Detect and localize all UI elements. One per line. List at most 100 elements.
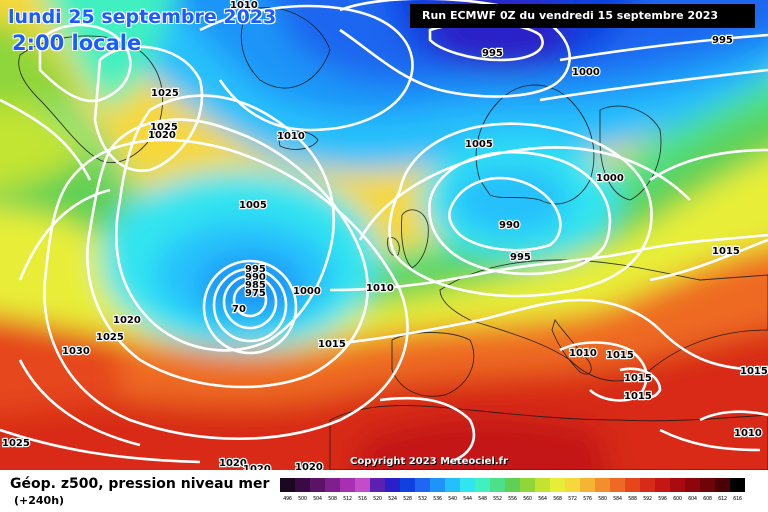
scale-step: 576 — [580, 478, 595, 506]
scale-step: 580 — [595, 478, 610, 506]
scale-label: 528 — [403, 496, 412, 502]
isobar-label: 1005 — [465, 139, 493, 150]
scale-swatch — [445, 478, 460, 492]
scale-swatch — [535, 478, 550, 492]
isobar-label: 1025 — [150, 122, 178, 133]
scale-step: 540 — [445, 478, 460, 506]
scale-swatch — [370, 478, 385, 492]
scale-step: 568 — [550, 478, 565, 506]
isobar-label: 1000 — [596, 173, 624, 184]
scale-swatch — [505, 478, 520, 492]
lead-time: (+240h) — [14, 494, 65, 507]
isobar-label: 1010 — [230, 0, 258, 11]
coastlines — [18, 6, 768, 470]
scale-swatch — [490, 478, 505, 492]
scale-label: 512 — [343, 496, 352, 502]
scale-swatch — [280, 478, 295, 492]
scale-label: 500 — [298, 496, 307, 502]
isobar-label: 1020 — [295, 462, 323, 470]
scale-label: 592 — [643, 496, 652, 502]
scale-label: 504 — [313, 496, 322, 502]
isobar-label: 1030 — [62, 346, 90, 357]
isobar-labels: 995 995 1000 1010 1025 1025 1020 1010 10… — [1, 0, 768, 470]
forecast-map: 995 995 1000 1010 1025 1025 1020 1010 10… — [0, 0, 768, 470]
scale-swatch — [655, 478, 670, 492]
isobar-lines — [0, 0, 768, 462]
isobar-label: 1010 — [366, 283, 394, 294]
scale-label: 564 — [538, 496, 547, 502]
scale-swatch — [475, 478, 490, 492]
scale-label: 520 — [373, 496, 382, 502]
scale-swatch — [415, 478, 430, 492]
scale-label: 532 — [418, 496, 427, 502]
scale-step: 496 — [280, 478, 295, 506]
scale-label: 608 — [703, 496, 712, 502]
scale-label: 516 — [358, 496, 367, 502]
scale-swatch — [340, 478, 355, 492]
isobar-label: 1020 — [243, 464, 271, 470]
color-scale: 496 500 504 508 512 516 520 524 528 532 536 540 544 5… — [280, 478, 745, 506]
isobar-label: 975 — [245, 288, 266, 299]
scale-step: 556 — [505, 478, 520, 506]
forecast-time: 2:00 locale — [12, 31, 142, 55]
isobar-label: 1015 — [606, 350, 634, 361]
scale-label: 600 — [673, 496, 682, 502]
scale-step: 616 — [730, 478, 745, 506]
scale-swatch — [325, 478, 340, 492]
scale-step: 552 — [490, 478, 505, 506]
scale-label: 588 — [628, 496, 637, 502]
isobar-label: 1025 — [96, 332, 124, 343]
scale-step: 560 — [520, 478, 535, 506]
scale-label: 540 — [448, 496, 457, 502]
scale-label: 584 — [613, 496, 622, 502]
isobar-label: 1020 — [148, 130, 176, 141]
scale-label: 576 — [583, 496, 592, 502]
map-canvas: 995 995 1000 1010 1025 1025 1020 1010 10… — [0, 0, 768, 470]
scale-step: 596 — [655, 478, 670, 506]
scale-step: 544 — [460, 478, 475, 506]
scale-swatch — [700, 478, 715, 492]
isobar-label: 1015 — [624, 391, 652, 402]
scale-label: 604 — [688, 496, 697, 502]
scale-step: 584 — [610, 478, 625, 506]
scale-swatch — [430, 478, 445, 492]
scale-label: 548 — [478, 496, 487, 502]
scale-step: 612 — [715, 478, 730, 506]
isobar-label: 995 — [712, 35, 733, 46]
scale-step: 572 — [565, 478, 580, 506]
scale-swatch — [385, 478, 400, 492]
isobar-label: 1015 — [712, 246, 740, 257]
isobar-label: 1020 — [113, 315, 141, 326]
isobar-label: 990 — [499, 220, 520, 231]
scale-step: 524 — [385, 478, 400, 506]
scale-swatch — [670, 478, 685, 492]
scale-swatch — [310, 478, 325, 492]
scale-step: 516 — [355, 478, 370, 506]
scale-swatch — [355, 478, 370, 492]
scale-swatch — [400, 478, 415, 492]
isobar-label: 1010 — [569, 348, 597, 359]
isobar-label: 70 — [232, 304, 246, 315]
run-info: Run ECMWF 0Z du vendredi 15 septembre 20… — [410, 4, 755, 28]
scale-swatch — [610, 478, 625, 492]
scale-label: 496 — [283, 496, 292, 502]
scale-step: 592 — [640, 478, 655, 506]
scale-swatch — [295, 478, 310, 492]
isobar-label: 995 — [482, 48, 503, 59]
scale-label: 508 — [328, 496, 337, 502]
scale-swatch — [730, 478, 745, 492]
scale-step: 500 — [295, 478, 310, 506]
isobar-label: 1010 — [734, 428, 762, 439]
scale-step: 536 — [430, 478, 445, 506]
scale-label: 536 — [433, 496, 442, 502]
scale-label: 552 — [493, 496, 502, 502]
scale-step: 604 — [685, 478, 700, 506]
isobar-label: 1015 — [624, 373, 652, 384]
isobar-label: 1000 — [572, 67, 600, 78]
isobar-label: 985 — [245, 280, 266, 291]
isobar-label: 1015 — [318, 339, 346, 350]
isobar-label: 990 — [245, 272, 266, 283]
scale-label: 524 — [388, 496, 397, 502]
scale-label: 568 — [553, 496, 562, 502]
forecast-date: lundi 25 septembre 2023 — [8, 6, 277, 28]
